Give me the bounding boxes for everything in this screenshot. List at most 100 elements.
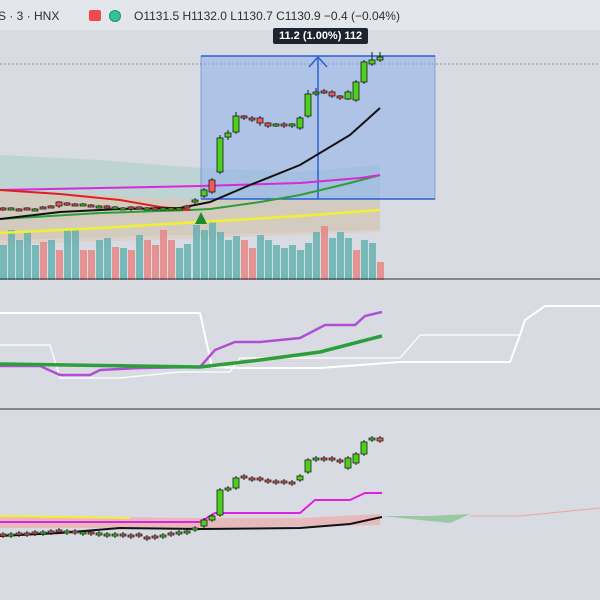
volume-bar <box>345 238 352 280</box>
volume-bar <box>176 248 183 280</box>
candle-body <box>352 81 360 101</box>
candle-body <box>304 93 312 117</box>
volume-bar <box>233 236 240 280</box>
volume-bar <box>289 245 296 280</box>
candle-body <box>256 117 264 124</box>
candle-body <box>208 179 216 193</box>
candle-body <box>328 91 336 97</box>
candle-body <box>360 61 368 83</box>
candle-body <box>0 207 7 211</box>
candle-body <box>135 206 143 210</box>
volume-bar <box>249 248 256 280</box>
indicator-white-line <box>0 305 600 369</box>
volume-bar <box>104 238 111 280</box>
indicator-green-line <box>0 334 383 369</box>
eye-icon[interactable] <box>109 10 121 22</box>
candle-body <box>183 205 191 209</box>
buy-signal-arrow[interactable] <box>195 212 207 224</box>
volume-bar <box>64 230 71 280</box>
candle-body <box>191 199 199 203</box>
candle-body <box>232 115 240 133</box>
candle-body <box>151 535 159 539</box>
candle-body <box>336 95 344 99</box>
volume-bar <box>32 245 39 280</box>
candle-body <box>95 532 103 536</box>
candle-body <box>296 117 304 129</box>
volume-bar <box>217 232 224 280</box>
candle-body <box>200 189 208 197</box>
price-pane[interactable] <box>0 0 600 280</box>
candle-body <box>248 477 256 481</box>
candle-body <box>232 477 240 489</box>
volume-bar <box>184 244 191 280</box>
candle-body <box>264 122 272 127</box>
candle-body <box>143 536 151 540</box>
candle-body <box>312 91 320 95</box>
volume-bar <box>16 240 23 280</box>
volume-bar <box>297 250 304 280</box>
candle-body <box>127 534 135 538</box>
indicator-white-line-2 <box>0 334 520 379</box>
candle-body <box>63 530 71 534</box>
candle-body <box>256 477 264 481</box>
candle-body <box>79 531 87 535</box>
volume-bar <box>313 232 320 280</box>
candle-body <box>240 115 248 119</box>
candle-body <box>224 487 232 491</box>
volume-bar <box>56 250 63 280</box>
candle-body <box>200 519 208 527</box>
candle-body <box>23 207 31 211</box>
future-span-line <box>470 507 600 517</box>
candle-body <box>55 201 63 207</box>
volume-bar <box>72 230 79 280</box>
candle-body <box>216 489 224 516</box>
symbol-info[interactable]: S · 3 · HNX <box>0 9 60 23</box>
candle-body <box>376 56 384 61</box>
bottom-magenta-line <box>0 492 382 523</box>
candle-body <box>360 441 368 455</box>
candle-body <box>175 207 183 211</box>
volume-bar <box>40 242 47 280</box>
volume-bar <box>201 230 208 280</box>
volume-bar <box>193 225 200 280</box>
flag-icon[interactable] <box>89 10 101 21</box>
candle-body <box>280 123 288 127</box>
volume-bar <box>353 250 360 280</box>
candle-body <box>119 207 127 211</box>
candle-body <box>344 91 352 100</box>
bottom-black-line <box>0 516 383 537</box>
candle-body <box>87 204 95 208</box>
volume-bar <box>257 235 264 280</box>
candle-body <box>216 137 224 173</box>
candle-body <box>47 530 55 534</box>
indicator-pane-2[interactable] <box>0 410 600 600</box>
bottom-yellow-line <box>0 515 131 519</box>
candle-body <box>15 532 23 536</box>
volume-bar <box>369 243 376 280</box>
candle-body <box>296 475 304 481</box>
candle-body <box>175 531 183 535</box>
volume-bar <box>305 243 312 280</box>
candle-body <box>280 480 288 484</box>
candle-body <box>7 207 15 211</box>
indicator-pane-1[interactable] <box>0 280 600 410</box>
candle-body <box>248 117 256 121</box>
candle-body <box>103 205 111 209</box>
candle-body <box>71 530 79 534</box>
volume-bar <box>273 245 280 280</box>
candle-body <box>376 437 384 442</box>
ma-black-line <box>0 107 381 220</box>
volume-bar <box>329 238 336 280</box>
measure-label: 11.2 (1.00%) 112 <box>273 28 369 44</box>
volume-bar <box>152 245 159 280</box>
candle-body <box>167 532 175 536</box>
candle-body <box>119 533 127 537</box>
volume-bar <box>80 250 87 280</box>
candle-body <box>103 533 111 537</box>
candle-body <box>55 529 63 533</box>
volume-bar <box>225 240 232 280</box>
candle-body <box>159 534 167 538</box>
candle-body <box>159 207 167 211</box>
candle-body <box>183 530 191 534</box>
